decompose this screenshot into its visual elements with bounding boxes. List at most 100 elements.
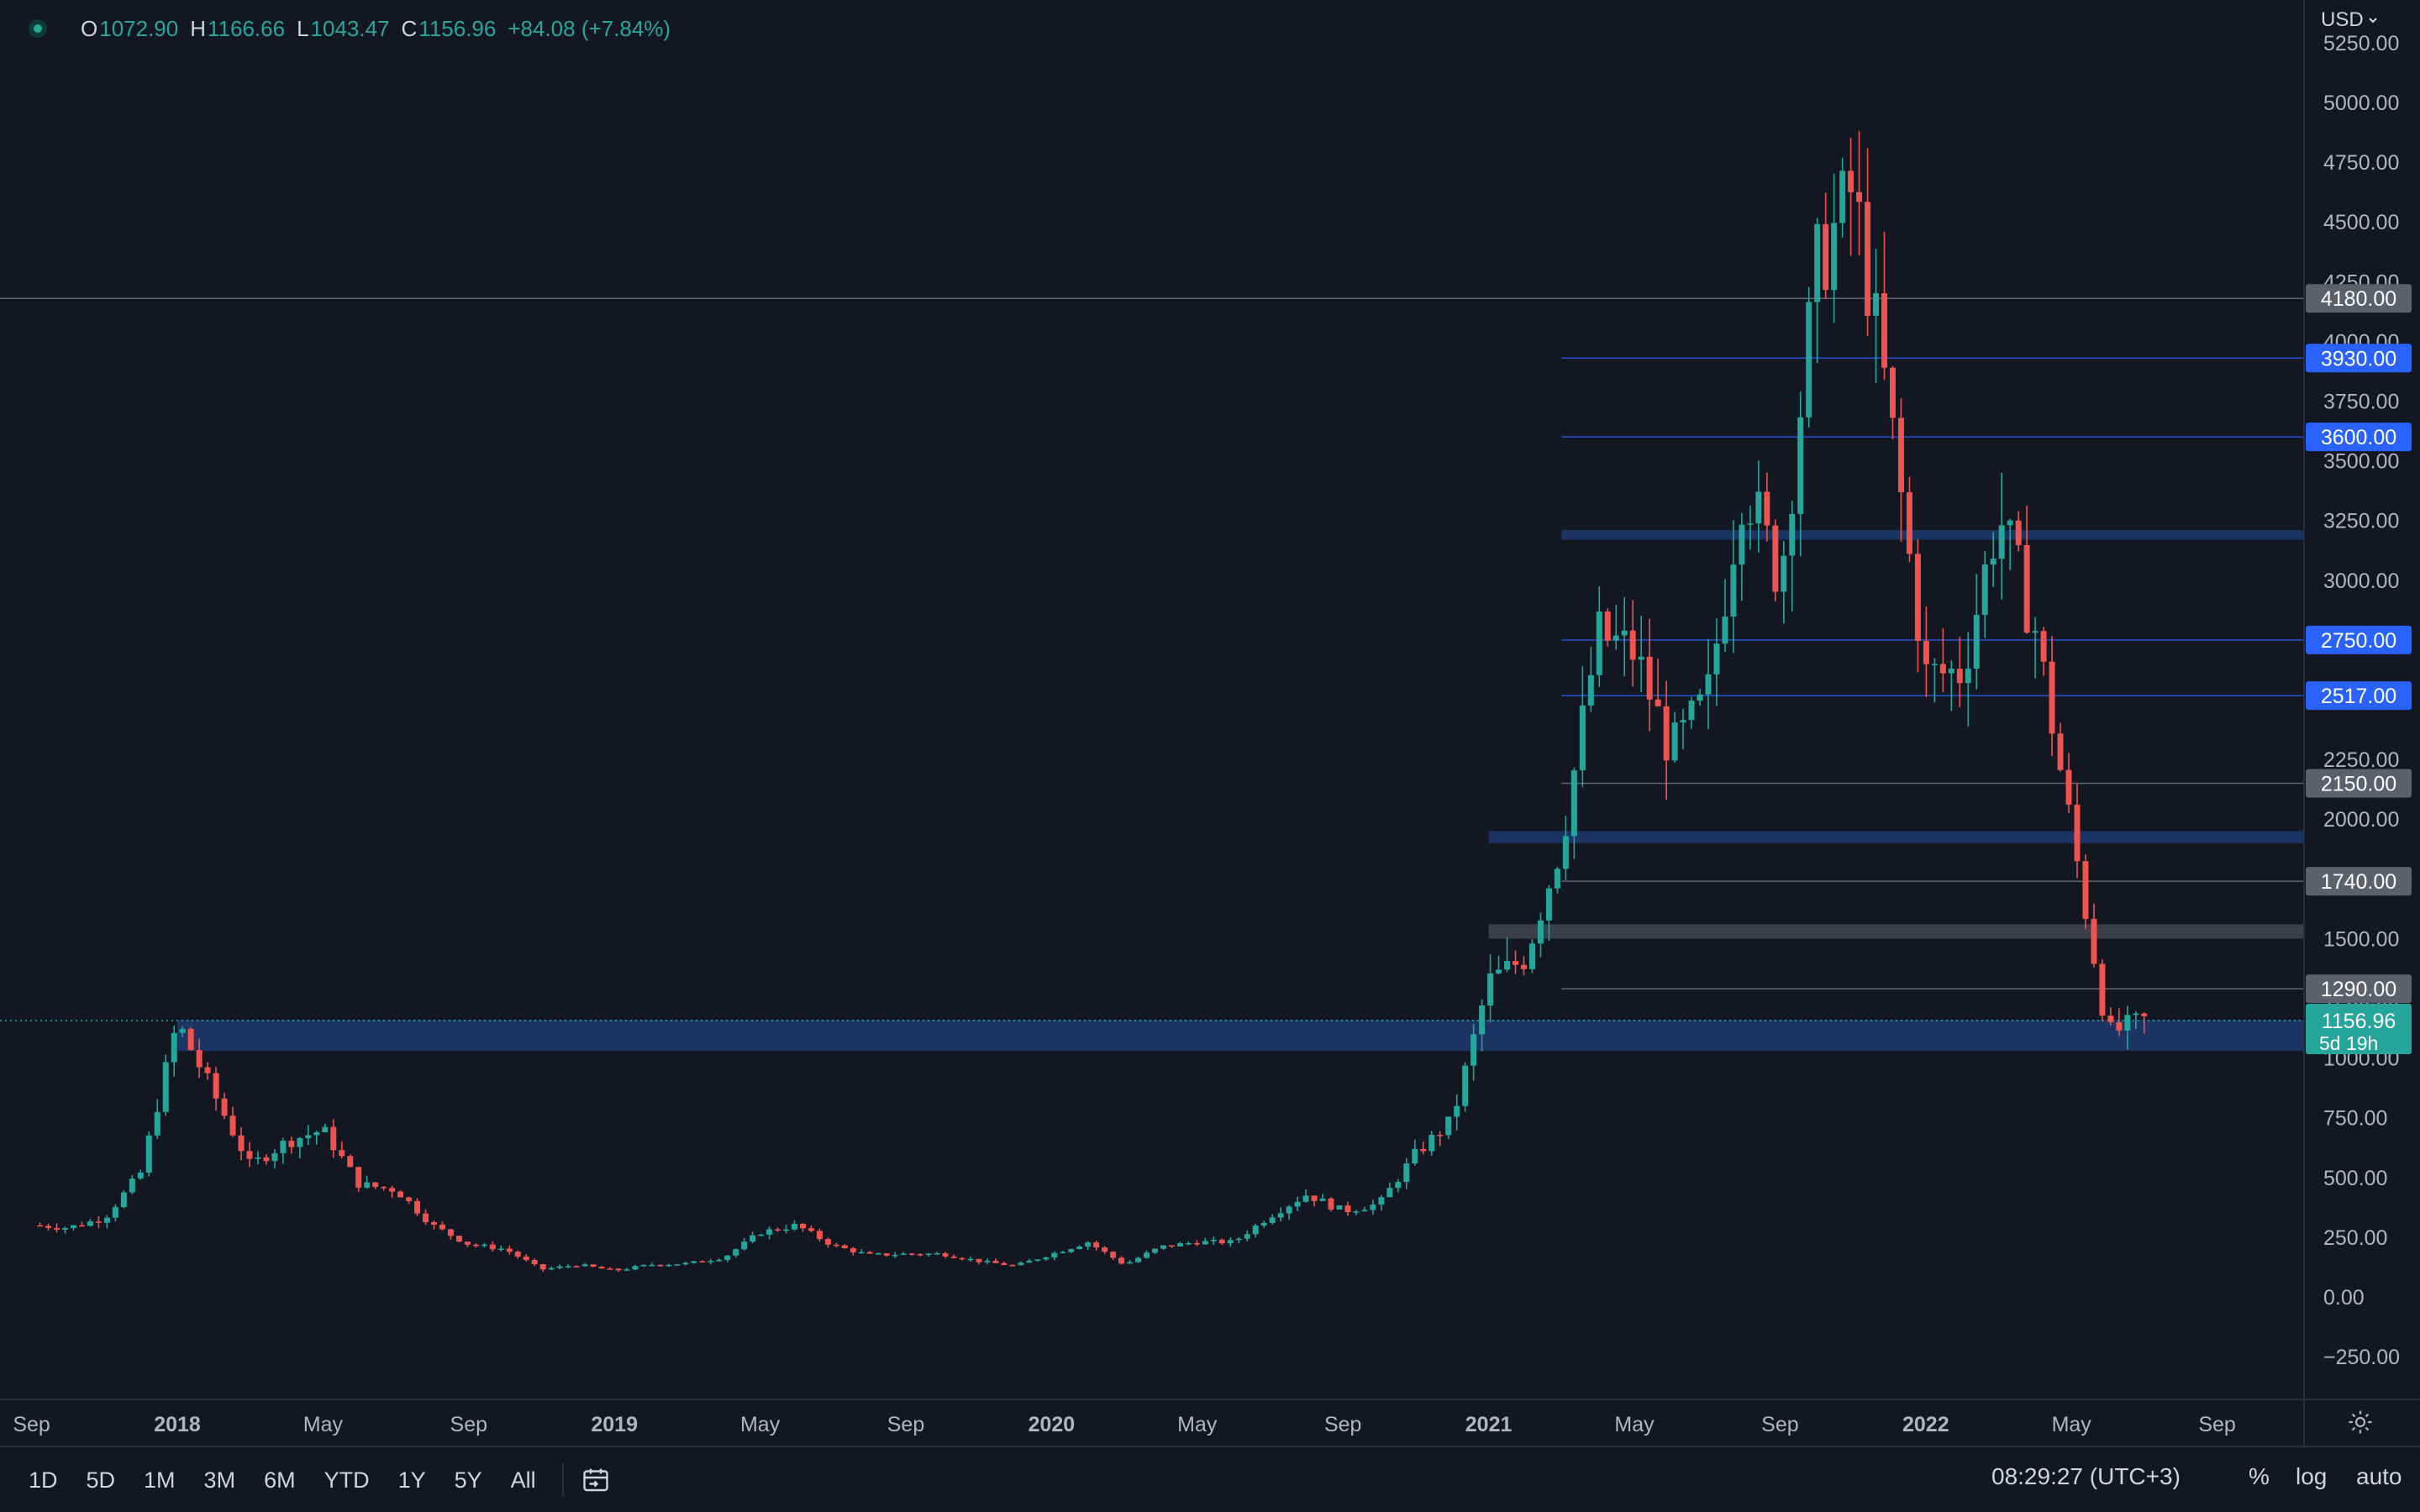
candle[interactable] [506, 1245, 513, 1255]
candle[interactable] [45, 1223, 52, 1231]
candle[interactable] [808, 1225, 814, 1233]
candle[interactable] [548, 1266, 555, 1271]
candle[interactable] [1294, 1196, 1301, 1211]
candle[interactable] [2049, 636, 2055, 757]
candle[interactable] [1973, 574, 1980, 690]
candle[interactable] [1554, 866, 1560, 894]
candle[interactable] [1772, 519, 1779, 601]
candle[interactable] [322, 1123, 329, 1133]
candle[interactable] [950, 1254, 957, 1259]
candle[interactable] [497, 1245, 504, 1252]
candle[interactable] [1629, 600, 1636, 687]
candle[interactable] [481, 1242, 487, 1247]
candle[interactable] [2040, 627, 2047, 676]
candle[interactable] [1562, 816, 1569, 880]
candle[interactable] [1127, 1259, 1134, 1264]
candle[interactable] [145, 1131, 152, 1177]
candle[interactable] [389, 1185, 396, 1198]
candle[interactable] [1504, 937, 1511, 973]
candle[interactable] [850, 1247, 856, 1256]
candle[interactable] [1914, 539, 1921, 673]
candle[interactable] [581, 1263, 588, 1267]
candle[interactable] [2099, 959, 2106, 1021]
candle[interactable] [1487, 954, 1494, 1023]
candle[interactable] [229, 1106, 236, 1137]
candle[interactable] [472, 1243, 479, 1248]
candle[interactable] [2091, 903, 2097, 968]
candle[interactable] [917, 1253, 923, 1257]
candle[interactable] [1873, 249, 1880, 384]
candle[interactable] [1655, 659, 1661, 707]
candle[interactable] [1688, 696, 1695, 729]
candle[interactable] [708, 1258, 714, 1265]
candle[interactable] [129, 1174, 135, 1194]
candle[interactable] [1730, 520, 1737, 654]
candle[interactable] [1244, 1230, 1250, 1242]
price-level-label[interactable]: 1740.00 [2306, 867, 2412, 896]
candle[interactable] [397, 1190, 404, 1198]
candle[interactable] [430, 1220, 437, 1230]
timeframe-5y[interactable]: 5Y [454, 1467, 482, 1493]
candle[interactable] [1445, 1116, 1452, 1140]
candle[interactable] [1152, 1248, 1159, 1255]
candle[interactable] [1806, 286, 1812, 428]
candle[interactable] [1479, 999, 1486, 1052]
candle[interactable] [1856, 130, 1863, 255]
candle[interactable] [799, 1223, 806, 1232]
candle[interactable] [1579, 665, 1586, 787]
candle[interactable] [1009, 1263, 1016, 1267]
gear-icon[interactable] [2346, 1408, 2375, 1436]
live-dot-icon[interactable] [29, 19, 47, 38]
candle[interactable] [1781, 541, 1787, 624]
candle[interactable] [1428, 1131, 1435, 1156]
candle[interactable] [640, 1264, 647, 1268]
candle[interactable] [1604, 608, 1611, 647]
candle[interactable] [1210, 1236, 1217, 1245]
candle[interactable] [406, 1196, 413, 1205]
timeframe-1y[interactable]: 1Y [397, 1467, 426, 1493]
candle[interactable] [1697, 688, 1703, 706]
candle[interactable] [414, 1198, 421, 1216]
candle[interactable] [1755, 460, 1762, 553]
candle[interactable] [1286, 1205, 1292, 1220]
candle[interactable] [1470, 1023, 1477, 1081]
candle[interactable] [992, 1258, 999, 1263]
candle[interactable] [1395, 1179, 1402, 1193]
candle[interactable] [213, 1067, 219, 1111]
candle[interactable] [112, 1204, 118, 1221]
candle[interactable] [674, 1264, 681, 1266]
candle[interactable] [1797, 391, 1804, 557]
candle[interactable] [1521, 956, 1528, 976]
price-level-label[interactable]: 2517.00 [2306, 681, 2412, 711]
candle[interactable] [1420, 1142, 1427, 1155]
candle[interactable] [1076, 1245, 1083, 1250]
candle[interactable] [330, 1119, 337, 1158]
candle[interactable] [1454, 1094, 1460, 1131]
candle[interactable] [37, 1222, 44, 1227]
candle[interactable] [1931, 658, 1938, 703]
currency-selector[interactable]: USD [2321, 8, 2379, 32]
candle[interactable] [1051, 1251, 1058, 1261]
candle[interactable] [1823, 192, 1829, 299]
candle[interactable] [70, 1225, 76, 1231]
candle[interactable] [1998, 472, 2005, 600]
candle[interactable] [271, 1148, 278, 1168]
candle[interactable] [1638, 616, 1644, 693]
candle[interactable] [1889, 365, 1896, 439]
candle[interactable] [1193, 1240, 1200, 1247]
candle[interactable] [78, 1221, 85, 1227]
candle[interactable] [2107, 1007, 2114, 1026]
candle[interactable] [1713, 618, 1720, 706]
timeframe-all[interactable]: All [510, 1467, 536, 1493]
candle[interactable] [1176, 1242, 1183, 1247]
candle[interactable] [439, 1221, 445, 1231]
candle[interactable] [1545, 885, 1552, 942]
candle[interactable] [1965, 632, 1971, 727]
candle[interactable] [1026, 1258, 1033, 1263]
candle[interactable] [464, 1241, 471, 1247]
candle[interactable] [573, 1265, 580, 1268]
candle[interactable] [1705, 638, 1712, 730]
candle[interactable] [1739, 512, 1745, 601]
candle[interactable] [539, 1263, 546, 1272]
candle[interactable] [984, 1258, 991, 1264]
